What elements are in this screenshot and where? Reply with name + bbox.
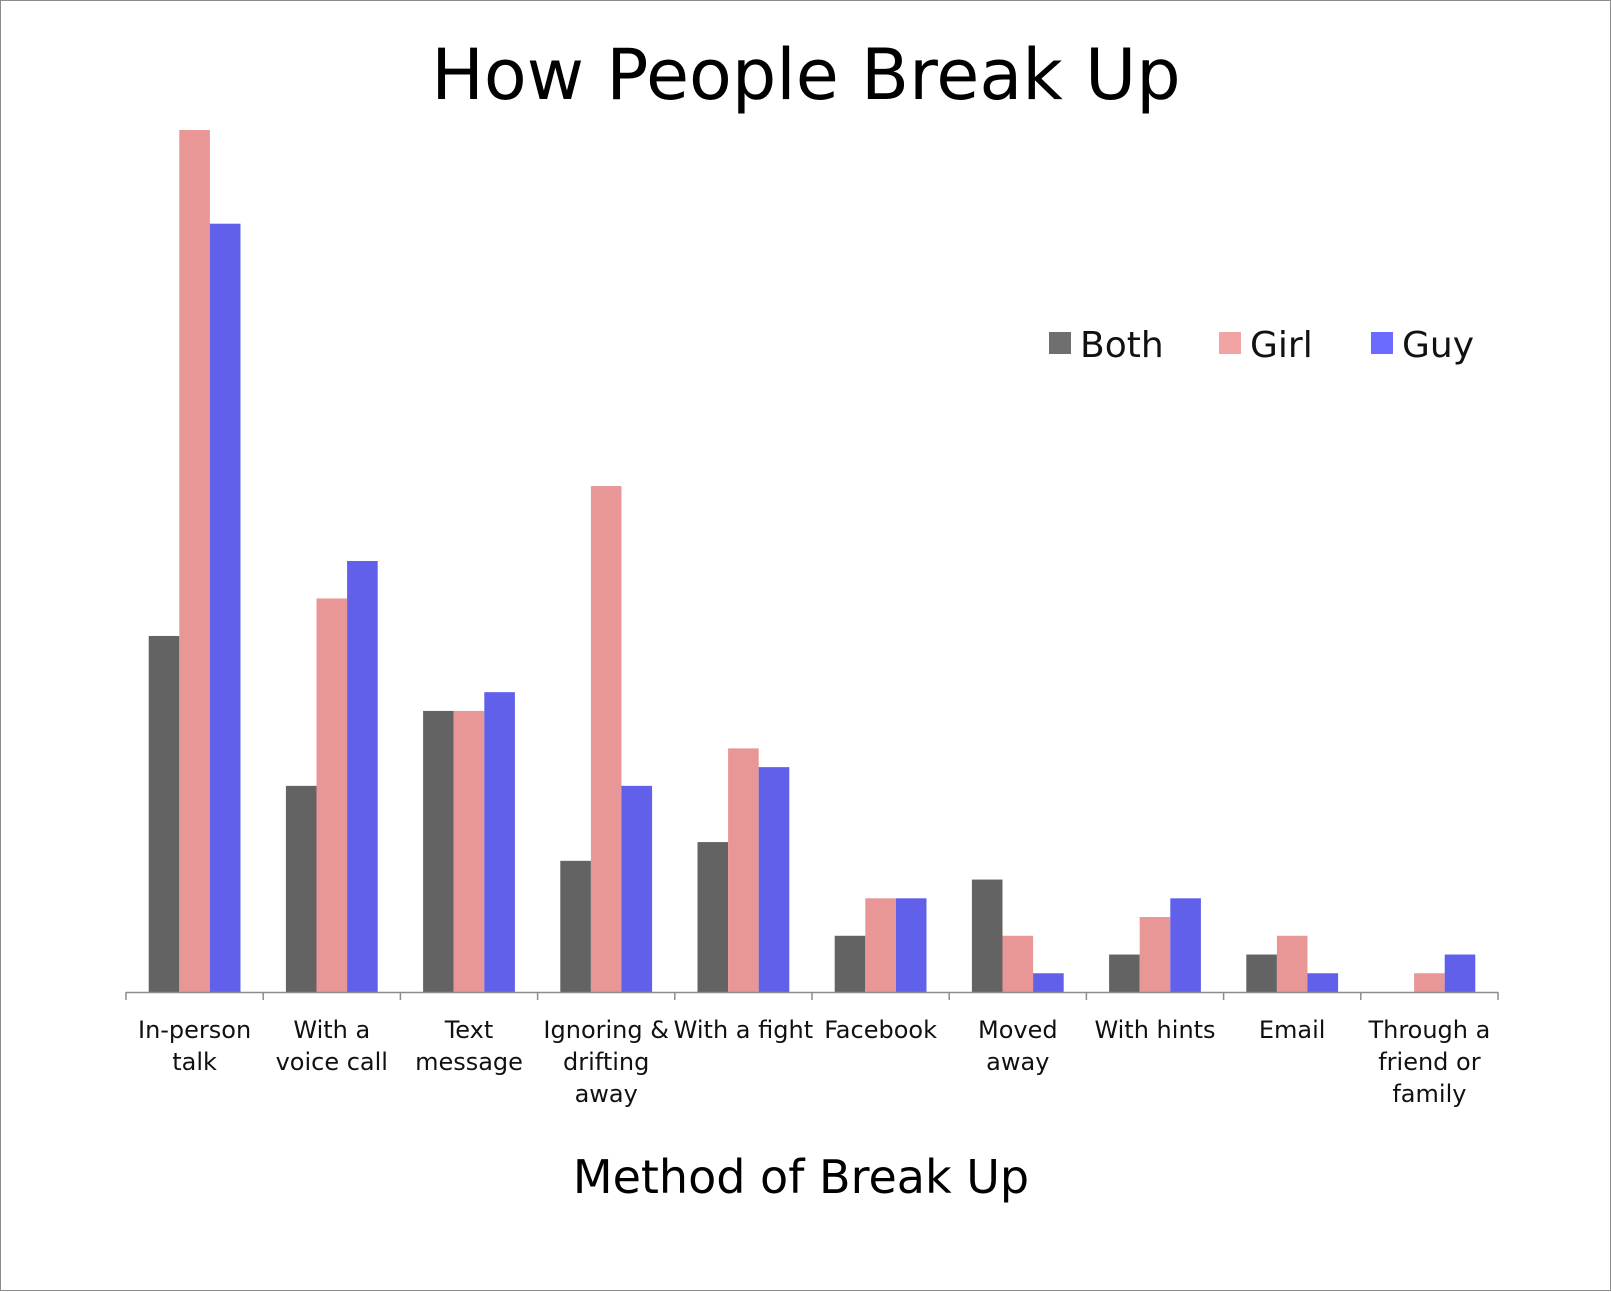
x-tick-label-line: away bbox=[575, 1080, 638, 1108]
bar-girl-0 bbox=[179, 130, 210, 992]
x-tick-label-line: Through a bbox=[1367, 1016, 1490, 1044]
x-tick-label-line: With a bbox=[293, 1016, 370, 1044]
bar-guy-9 bbox=[1444, 954, 1476, 992]
x-tick-label: With a fight bbox=[674, 1016, 813, 1044]
x-tick-label-line: Email bbox=[1259, 1016, 1326, 1044]
chart-title: How People Break Up bbox=[431, 34, 1180, 116]
x-tick-label-line: Facebook bbox=[824, 1016, 937, 1044]
bar-guy-2 bbox=[484, 692, 515, 992]
x-tick-label: With a voice call bbox=[276, 1016, 388, 1076]
x-tick-label: Text message bbox=[415, 1016, 523, 1076]
x-tick-label-line: drifting bbox=[563, 1048, 649, 1076]
x-tick-label-line: voice call bbox=[276, 1048, 388, 1076]
bar-girl-6 bbox=[1002, 935, 1034, 992]
bar-both-6 bbox=[971, 879, 1003, 992]
legend-item-girl: Girl bbox=[1219, 325, 1313, 366]
x-tick-label: Email bbox=[1259, 1016, 1326, 1044]
x-tick-label: Facebook bbox=[824, 1016, 937, 1044]
bar-guy-0 bbox=[209, 223, 241, 992]
x-tick-label: Through a friend or family bbox=[1367, 1016, 1490, 1108]
legend-swatch-guy bbox=[1371, 332, 1393, 354]
bar-girl-1 bbox=[316, 598, 348, 992]
x-tick-label-line: talk bbox=[172, 1048, 217, 1076]
bar-guy-1 bbox=[347, 561, 378, 992]
x-tick-label: Ignoring & drifting away bbox=[543, 1016, 669, 1108]
bar-girl-7 bbox=[1139, 917, 1171, 992]
x-tick-labels: In-person talk With a voice call Text message… bbox=[138, 1016, 1490, 1108]
bar-both-3 bbox=[560, 860, 591, 992]
x-tick-label-line: Moved bbox=[978, 1016, 1058, 1044]
x-tick-label: In-person talk bbox=[138, 1016, 251, 1076]
legend-swatch-both bbox=[1049, 332, 1071, 354]
x-tick-label-line: In-person bbox=[138, 1016, 251, 1044]
x-tick-label-line: friend or bbox=[1378, 1048, 1481, 1076]
bars-layer bbox=[148, 130, 1476, 992]
x-tick-label-line: Ignoring & bbox=[543, 1016, 669, 1044]
x-tick-label-line: Text bbox=[444, 1016, 494, 1044]
bar-both-4 bbox=[697, 842, 729, 992]
x-tick-label-line: family bbox=[1392, 1080, 1466, 1108]
legend-label-girl: Girl bbox=[1250, 325, 1313, 366]
bar-girl-3 bbox=[590, 486, 622, 992]
bar-both-0 bbox=[148, 635, 180, 992]
bar-guy-3 bbox=[621, 785, 653, 992]
bar-guy-8 bbox=[1307, 973, 1339, 992]
bar-girl-5 bbox=[865, 898, 896, 992]
bar-both-8 bbox=[1246, 954, 1277, 992]
bar-both-5 bbox=[834, 935, 866, 992]
bar-girl-2 bbox=[453, 710, 485, 992]
legend-swatch-girl bbox=[1219, 332, 1241, 354]
legend-label-both: Both bbox=[1080, 325, 1164, 366]
bar-girl-8 bbox=[1276, 935, 1308, 992]
bar-guy-7 bbox=[1170, 898, 1201, 992]
legend-label-guy: Guy bbox=[1402, 325, 1474, 366]
legend-item-guy: Guy bbox=[1371, 325, 1474, 366]
bar-guy-4 bbox=[758, 767, 790, 992]
legend-item-both: Both bbox=[1049, 325, 1164, 366]
x-tick-label-line: With a fight bbox=[674, 1016, 813, 1044]
bar-girl-9 bbox=[1414, 973, 1445, 992]
bar-both-1 bbox=[285, 785, 317, 992]
x-tick-label: Moved away bbox=[978, 1016, 1058, 1076]
bar-both-2 bbox=[423, 710, 454, 992]
x-axis-title: Method of Break Up bbox=[573, 1150, 1029, 1204]
bar-girl-4 bbox=[728, 748, 759, 992]
x-tick-label-line: With hints bbox=[1094, 1016, 1215, 1044]
x-axis bbox=[125, 991, 1499, 1000]
bar-guy-6 bbox=[1033, 973, 1064, 992]
x-tick-label: With hints bbox=[1094, 1016, 1215, 1044]
x-tick-label-line: away bbox=[986, 1048, 1049, 1076]
bar-guy-5 bbox=[895, 898, 927, 992]
legend: Both Girl Guy bbox=[1049, 325, 1474, 366]
bar-both-7 bbox=[1109, 954, 1140, 992]
x-tick-label-line: message bbox=[415, 1048, 523, 1076]
